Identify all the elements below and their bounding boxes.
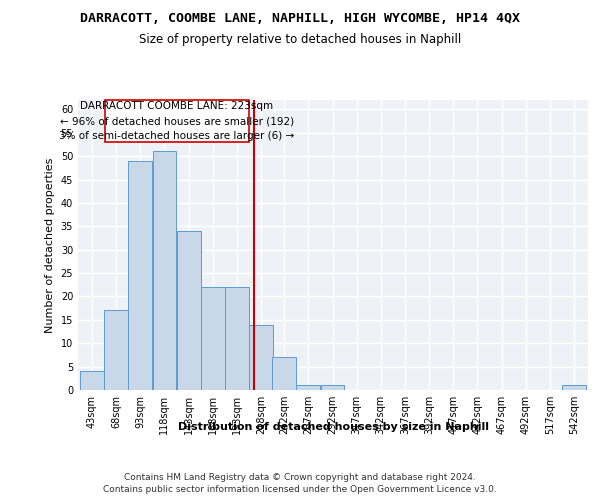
Y-axis label: Number of detached properties: Number of detached properties (45, 158, 55, 332)
Bar (104, 310, 128, 390)
Bar (320, 386, 344, 390)
Bar (176, 231, 200, 390)
Bar (104, 100, 250, 142)
Text: Contains public sector information licensed under the Open Government Licence v3: Contains public sector information licen… (103, 485, 497, 494)
Bar (128, 161, 152, 390)
Bar (296, 386, 320, 390)
Bar (80, 372, 104, 390)
Bar (562, 386, 586, 390)
Text: Distribution of detached houses by size in Naphill: Distribution of detached houses by size … (178, 422, 488, 432)
Text: Contains HM Land Registry data © Crown copyright and database right 2024.: Contains HM Land Registry data © Crown c… (124, 472, 476, 482)
Text: DARRACOTT, COOMBE LANE, NAPHILL, HIGH WYCOMBE, HP14 4QX: DARRACOTT, COOMBE LANE, NAPHILL, HIGH WY… (80, 12, 520, 26)
Bar (249, 324, 273, 390)
Bar (272, 358, 296, 390)
Bar (152, 152, 176, 390)
Bar (201, 287, 224, 390)
Text: Size of property relative to detached houses in Naphill: Size of property relative to detached ho… (139, 32, 461, 46)
Bar (225, 287, 249, 390)
Text: DARRACOTT COOMBE LANE: 223sqm
← 96% of detached houses are smaller (192)
3% of s: DARRACOTT COOMBE LANE: 223sqm ← 96% of d… (59, 101, 295, 141)
